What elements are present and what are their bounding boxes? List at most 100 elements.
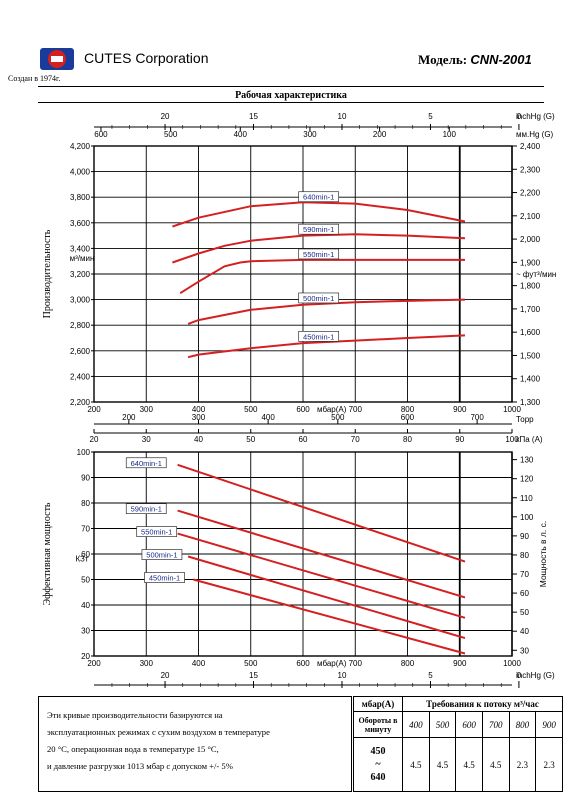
kpa-tick-label: 50 xyxy=(246,435,255,444)
notes-line: и давление разгрузки 1013 мбар с допуско… xyxy=(47,761,233,771)
torr-tick-label: 300 xyxy=(192,413,206,422)
x-tick-label: 600 xyxy=(296,405,310,414)
x-tick-label: 300 xyxy=(140,405,154,414)
inhg-tick-label: 10 xyxy=(338,112,347,121)
kpa-tick-label: 70 xyxy=(351,435,360,444)
table-flow-cell: 4.5 xyxy=(455,737,483,792)
mmhg-tick-label: 300 xyxy=(303,130,317,139)
inhg-tick-label-bottom: 0 xyxy=(517,671,522,680)
x-tick-label: 300 xyxy=(140,659,154,668)
kpa-tick-label: 80 xyxy=(403,435,412,444)
series-line xyxy=(177,509,466,599)
right-tick-label: 60 xyxy=(520,589,529,598)
y-tick-label: 2,600 xyxy=(70,347,91,356)
torr-tick-label: 400 xyxy=(261,413,275,422)
header-rule-bottom xyxy=(38,102,544,103)
kpa-tick-label: 20 xyxy=(90,435,99,444)
right-tick-label: 1,300 xyxy=(520,398,541,407)
kpa-tick-label: 90 xyxy=(455,435,464,444)
table-mbar-cell: 700 xyxy=(481,711,510,738)
right-tick-label: 1,600 xyxy=(520,328,541,337)
torr-tick-label: 200 xyxy=(122,413,136,422)
series-line xyxy=(187,555,466,640)
y-axis-title: Эффективная мощность xyxy=(42,502,53,605)
x-tick-label: 700 xyxy=(349,405,363,414)
inhg-tick-label-bottom: 10 xyxy=(338,671,347,680)
notes-line: 20 °С, операционная вода в температуре 1… xyxy=(47,744,219,754)
y-tick-label: 80 xyxy=(81,499,90,508)
series-line xyxy=(172,201,466,228)
inhg-tick-label: 0 xyxy=(517,112,522,121)
logo-bar xyxy=(51,56,63,62)
y-tick-label: 60 xyxy=(81,550,90,559)
mmhg-unit-label: мм.Hg (G) xyxy=(516,130,554,139)
right-tick-label: 120 xyxy=(520,475,534,484)
y-tick-label: 40 xyxy=(81,601,90,610)
y-tick-label: 4,200 xyxy=(70,142,91,151)
model-value: CNN-2001 xyxy=(470,52,532,67)
x-tick-label: 400 xyxy=(192,405,206,414)
torr-tick-label: 500 xyxy=(331,413,345,422)
kpa-tick-label: 30 xyxy=(142,435,151,444)
x-tick-label: 200 xyxy=(87,659,101,668)
y-tick-label: 3,200 xyxy=(70,270,91,279)
right-tick-label: 2,200 xyxy=(520,189,541,198)
notes-box: Эти кривые производительности базируются… xyxy=(38,696,352,792)
series-label: 550min-1 xyxy=(303,250,334,259)
series-label-box xyxy=(298,223,340,235)
mmhg-tick-label: 100 xyxy=(443,130,457,139)
y-axis-title: Производительность xyxy=(42,229,53,318)
founded-text: Создан в 1974г. xyxy=(8,74,61,83)
right-tick-label: 2,000 xyxy=(520,235,541,244)
x-axis-title: мбар(A) xyxy=(317,405,347,414)
right-axis-title: Мощность в л. с. xyxy=(538,521,548,587)
right-tick-label: 1,900 xyxy=(520,258,541,267)
series-label: 590min-1 xyxy=(131,505,162,514)
series-line xyxy=(193,578,466,655)
chart-section-title: Рабочая характеристика xyxy=(235,90,347,101)
inhg-unit-label-bottom: inchHg (G) xyxy=(516,671,555,680)
series-label-box xyxy=(141,549,183,560)
series-label-box xyxy=(125,457,167,469)
series-label-box xyxy=(298,248,340,260)
series-label-box xyxy=(298,191,340,203)
right-tick-label: 1,400 xyxy=(520,375,541,384)
rpm-tilde: ~ xyxy=(375,759,381,770)
company-name: CUTES Corporation xyxy=(84,50,209,66)
y-tick-label: 2,400 xyxy=(70,372,91,381)
kpa-tick-label: 100 xyxy=(505,435,519,444)
right-tick-label: 110 xyxy=(520,494,533,503)
series-label: 450min-1 xyxy=(303,332,334,341)
right-tick-label: 40 xyxy=(520,627,529,636)
series-label-box xyxy=(136,526,178,537)
x-tick-label: 700 xyxy=(349,659,363,668)
right-unit-label: ~ фут³/мин xyxy=(516,270,556,279)
series-label-box xyxy=(144,572,185,583)
x-tick-label: 500 xyxy=(244,659,258,668)
table-flow-cell: 4.5 xyxy=(428,737,457,792)
y-tick-label: 3,600 xyxy=(70,219,91,228)
x-tick-label: 1000 xyxy=(503,659,521,668)
inhg-tick-label-bottom: 15 xyxy=(249,671,258,680)
mmhg-tick-label: 600 xyxy=(94,130,108,139)
series-label: 640min-1 xyxy=(131,459,162,468)
x-tick-label: 800 xyxy=(401,405,415,414)
rpm-min: 450 xyxy=(370,746,386,757)
y-tick-label: 2,800 xyxy=(70,321,91,330)
series-line xyxy=(179,258,465,295)
inhg-tick-label-bottom: 20 xyxy=(161,671,170,680)
series-label: 550min-1 xyxy=(141,528,172,537)
y-unit-label: м³/мин xyxy=(70,254,95,263)
table-mbar-cell: 600 xyxy=(455,711,483,738)
rpm-max: 640 xyxy=(370,772,386,783)
torr-tick-label: 700 xyxy=(470,413,484,422)
series-label: 450min-1 xyxy=(149,574,180,583)
table-row-label: Обороты в минуту xyxy=(353,711,403,738)
y-tick-label: 100 xyxy=(77,448,91,457)
table-flow-cell: 2.3 xyxy=(535,737,563,792)
y-tick-label: 90 xyxy=(81,474,90,483)
right-tick-label: 1,800 xyxy=(520,282,541,291)
y-tick-label: 30 xyxy=(81,627,90,636)
right-tick-label: 1,500 xyxy=(520,351,541,360)
table-mbar-cell: 800 xyxy=(508,711,537,738)
